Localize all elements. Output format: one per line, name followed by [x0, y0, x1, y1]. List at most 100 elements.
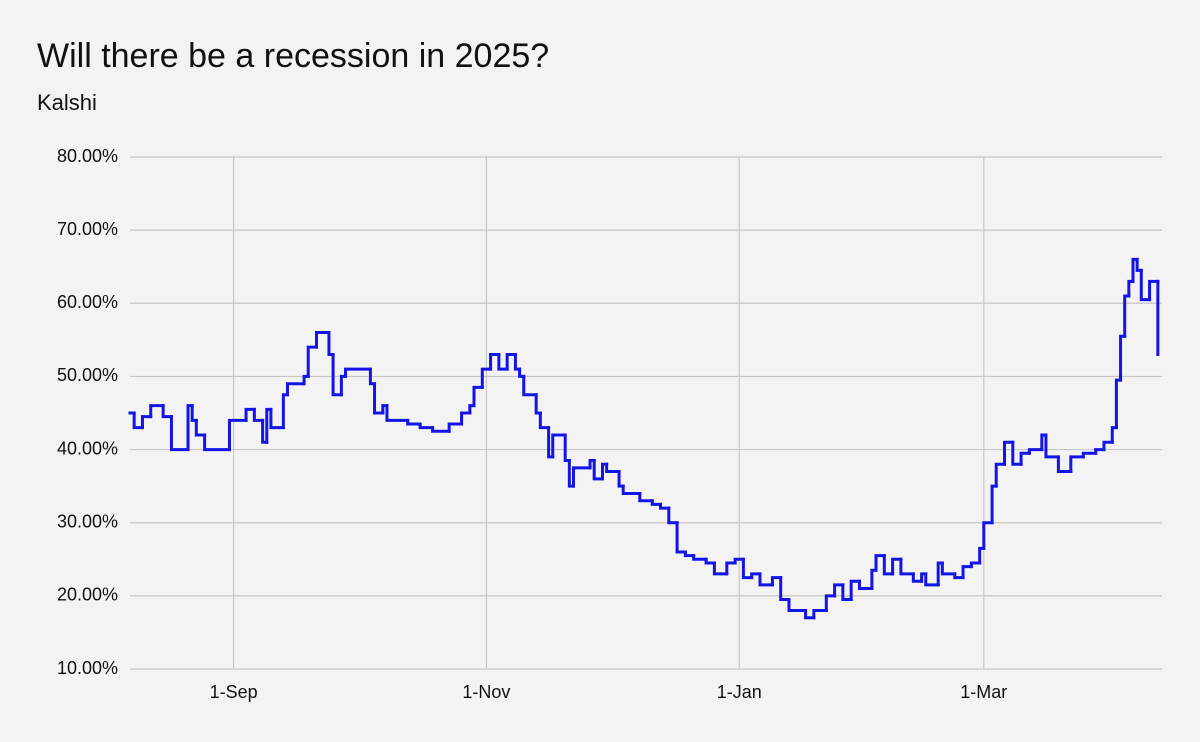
- line-step: [460, 411, 472, 426]
- line-step: [269, 407, 285, 430]
- line-step: [1139, 268, 1152, 302]
- line-step: [252, 407, 265, 422]
- line-step: [1019, 451, 1031, 466]
- line-step: [306, 345, 319, 378]
- line-step: [982, 521, 994, 550]
- line-step: [911, 572, 924, 583]
- line-step: [849, 579, 861, 602]
- line-step: [1027, 448, 1044, 455]
- line-step: [953, 572, 965, 580]
- line-step: [203, 433, 231, 452]
- line-step: [683, 550, 696, 558]
- line-step: [406, 418, 422, 426]
- line-step: [779, 576, 791, 602]
- line-step: [712, 561, 729, 576]
- line-step: [787, 598, 808, 612]
- line-step: [571, 466, 592, 488]
- line-step: [617, 470, 625, 488]
- line-step: [190, 404, 198, 422]
- line-step: [331, 352, 343, 397]
- line-step: [650, 499, 663, 506]
- line-step: [169, 415, 190, 452]
- line-step: [339, 374, 348, 397]
- y-tick-label: 70.00%: [57, 219, 118, 239]
- line-step: [1123, 294, 1131, 338]
- line-step: [244, 407, 256, 422]
- line-step: [621, 484, 642, 495]
- line-step: [605, 462, 621, 474]
- line-step: [281, 393, 289, 430]
- line-step: [472, 385, 484, 408]
- line-step: [1081, 451, 1098, 459]
- line-step: [874, 554, 886, 572]
- line-step: [924, 572, 940, 587]
- line-step: [659, 502, 671, 510]
- line-step: [431, 426, 451, 433]
- y-tick-label: 10.00%: [57, 658, 118, 678]
- line-step: [522, 374, 538, 397]
- line-step: [870, 568, 878, 591]
- line-step: [725, 561, 737, 576]
- x-tick-label: 1-Mar: [960, 682, 1007, 702]
- line-step: [899, 557, 915, 576]
- line-step: [227, 418, 248, 452]
- line-step: [638, 491, 654, 503]
- line-step: [315, 331, 331, 349]
- line-step: [505, 352, 517, 371]
- line-step: [418, 422, 435, 430]
- line-step: [447, 422, 464, 433]
- line-step: [1003, 440, 1015, 466]
- line-step: [758, 572, 774, 587]
- line-step: [1102, 440, 1114, 452]
- y-tick-label: 40.00%: [57, 438, 118, 458]
- line-step: [833, 583, 845, 598]
- line-step: [149, 404, 165, 419]
- line-step: [161, 404, 173, 419]
- line-step: [770, 576, 783, 587]
- line-step: [667, 506, 679, 525]
- line-step: [882, 554, 895, 576]
- line-step: [1110, 426, 1118, 444]
- line-step: [513, 352, 522, 371]
- y-tick-label: 20.00%: [57, 585, 118, 605]
- line-step: [385, 404, 410, 422]
- line-step: [344, 367, 372, 378]
- line-step: [1094, 448, 1106, 455]
- line-step: [489, 352, 501, 371]
- line-step: [741, 557, 754, 580]
- line-step: [285, 382, 306, 397]
- line-step: [750, 572, 762, 580]
- line-step: [824, 594, 837, 612]
- line-step: [1114, 378, 1123, 430]
- line-step: [534, 393, 542, 415]
- line-step: [1011, 440, 1023, 466]
- line-step: [994, 462, 1007, 488]
- line-step: [891, 557, 903, 576]
- line-step: [857, 579, 874, 591]
- line-step: [978, 546, 986, 565]
- chart-title: Will there be a recession in 2025?: [37, 37, 549, 75]
- line-step: [990, 484, 998, 525]
- line-step: [140, 415, 153, 430]
- line-step: [1148, 279, 1160, 302]
- line-step: [841, 583, 853, 602]
- line-step: [194, 418, 207, 437]
- y-tick-label: 30.00%: [57, 511, 118, 531]
- line-step: [804, 608, 816, 620]
- line-step: [1069, 455, 1085, 474]
- line-step: [969, 561, 982, 569]
- line-step: [551, 433, 567, 459]
- line-step: [1044, 433, 1060, 459]
- line-step: [675, 521, 687, 554]
- line-step: [961, 565, 973, 580]
- line-step: [704, 557, 716, 565]
- line-step: [1119, 334, 1127, 382]
- line-step: [373, 382, 385, 415]
- x-tick-label: 1-Jan: [717, 682, 762, 702]
- x-tick-label: 1-Sep: [210, 682, 258, 702]
- line-step: [940, 561, 957, 576]
- line-step: [497, 352, 509, 371]
- chart-subtitle: Kalshi: [37, 90, 97, 115]
